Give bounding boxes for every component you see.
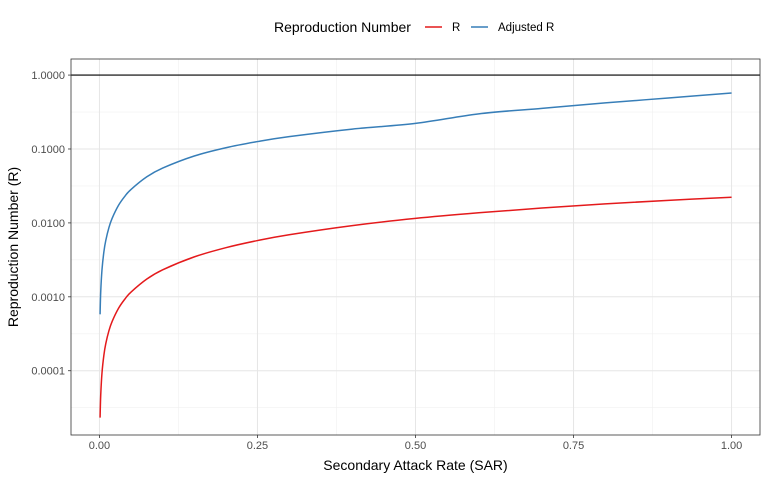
y-tick-label: 0.0100 bbox=[31, 218, 65, 230]
y-axis: 0.0001 0.0010 0.0100 0.1000 1.0000 bbox=[31, 70, 71, 378]
x-tick-label: 0.25 bbox=[247, 440, 268, 452]
legend-label-adjusted-r: Adjusted R bbox=[498, 22, 554, 34]
x-axis: 0.00 0.25 0.50 0.75 1.00 bbox=[89, 435, 742, 452]
y-tick-label: 1.0000 bbox=[31, 70, 65, 82]
y-tick-label: 0.0010 bbox=[31, 292, 65, 304]
series-line-r bbox=[99, 196, 732, 418]
y-tick-label: 0.1000 bbox=[31, 144, 65, 156]
series-line-adjusted-r bbox=[99, 92, 732, 315]
legend-label-r: R bbox=[452, 22, 460, 34]
legend: Reproduction Number R Adjusted R bbox=[274, 19, 554, 35]
y-tick-label: 0.0001 bbox=[31, 366, 65, 378]
legend-title: Reproduction Number bbox=[274, 19, 411, 35]
x-tick-label: 0.50 bbox=[405, 440, 426, 452]
x-tick-label: 0.00 bbox=[89, 440, 110, 452]
y-axis-title: Reproduction Number (R) bbox=[5, 167, 21, 327]
x-axis-title: Secondary Attack Rate (SAR) bbox=[323, 457, 507, 473]
x-tick-label: 1.00 bbox=[721, 440, 742, 452]
x-tick-label: 0.75 bbox=[563, 440, 584, 452]
series-layer bbox=[99, 92, 732, 418]
